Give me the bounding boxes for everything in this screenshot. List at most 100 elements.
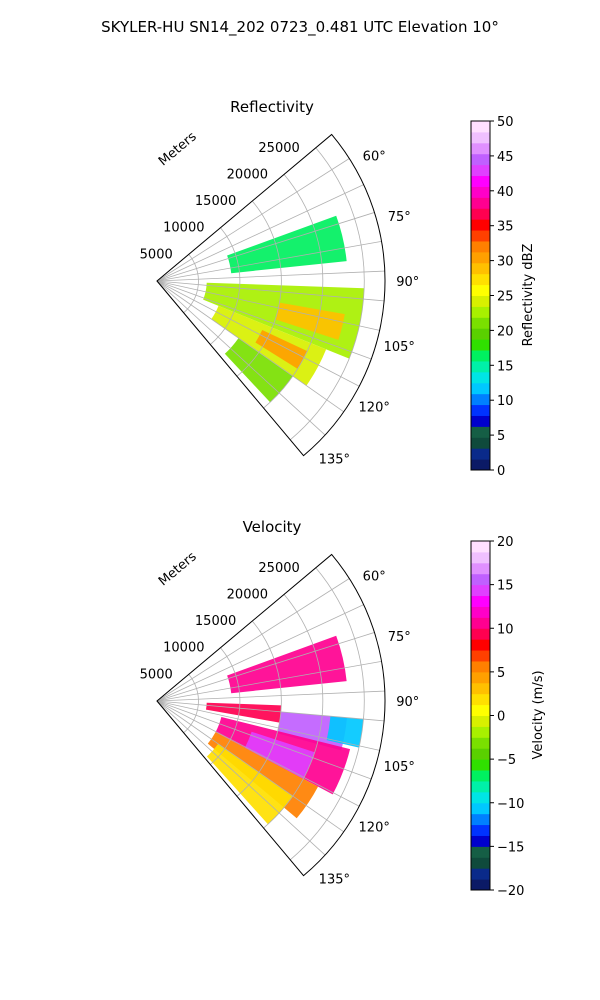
reflectivity-angle-tick-label: 60°: [363, 150, 386, 165]
velocity-colorbar-segment: [471, 551, 490, 564]
velocity-angle-gridline: [156, 604, 364, 702]
reflectivity-colorbar-tick-label: 0: [497, 464, 505, 479]
reflectivity-colorbar-segment: [471, 175, 490, 187]
velocity-colorbar-segment: [471, 857, 490, 869]
velocity-angle-tick-label: 60°: [363, 570, 386, 585]
velocity-colorbar-tick-label: 15: [497, 579, 514, 594]
velocity-colorbar-segment: [471, 584, 490, 597]
reflectivity-colorbar-segment: [471, 230, 490, 242]
velocity-angle-gridline: [156, 700, 326, 856]
reflectivity-colorbar-segment: [471, 339, 490, 351]
velocity-range-ring: [289, 567, 365, 861]
velocity-title: Velocity: [243, 518, 302, 536]
velocity-angle-tick-label: 75°: [388, 630, 411, 645]
reflectivity-angle-gridline: [156, 158, 350, 282]
velocity-radial-tick-label: 25000: [258, 561, 299, 576]
reflectivity-colorbar-tick-label: 5: [497, 429, 505, 444]
reflectivity-colorbar-segment: [471, 382, 490, 395]
velocity-angle-tick-label: 135°: [319, 872, 350, 887]
reflectivity-colorbar-segment: [471, 121, 490, 133]
reflectivity-colorbar-tick-label: 50: [497, 115, 514, 130]
velocity-radial-tick-label: 10000: [163, 641, 204, 656]
reflectivity-colorbar-label: Reflectivity dBZ: [521, 244, 536, 347]
velocity-polar-grid: [156, 553, 386, 877]
velocity-colorbar-tick-label: −20: [497, 884, 524, 899]
velocity-colorbar-segment: [471, 704, 490, 716]
velocity-colorbar-segment: [471, 573, 490, 586]
velocity-colorbar-segment: [471, 650, 490, 662]
reflectivity-polar-grid: [156, 133, 386, 457]
velocity-angle-gridline: [156, 661, 382, 702]
reflectivity-angle-gridline: [156, 280, 385, 302]
velocity-angle-gridline: [156, 700, 344, 833]
reflectivity-colorbar-segment: [471, 328, 490, 340]
reflectivity-colorbar-segment: [471, 317, 490, 329]
reflectivity-radial-tick-label: 10000: [163, 221, 204, 236]
velocity-radial-tick-label: 15000: [195, 614, 236, 629]
reflectivity-angle-gridline: [156, 280, 326, 436]
velocity-colorbar-segment: [471, 737, 490, 749]
velocity-range-ring: [236, 620, 282, 797]
reflectivity-radial-tick-label: 25000: [258, 141, 299, 156]
reflectivity-angle-gridline: [156, 241, 382, 282]
reflectivity-panel: Reflectivity 5000 10000 15000 20000 25000 60°…: [140, 98, 536, 479]
reflectivity-echo-region: [275, 302, 345, 340]
velocity-echo-region: [205, 702, 282, 723]
reflectivity-echo-field: [203, 215, 365, 403]
reflectivity-colorbar-segment: [471, 262, 490, 275]
velocity-panel: Velocity 5000 10000 15000 20000 25000 60° 75° 9…: [140, 518, 546, 899]
velocity-angle-gridline: [156, 700, 380, 751]
velocity-range-ring: [263, 594, 324, 829]
velocity-colorbar-segment: [471, 791, 490, 804]
velocity-colorbar-segment: [471, 628, 490, 640]
velocity-echo-region: [326, 716, 364, 748]
velocity-colorbar-segment: [471, 868, 490, 880]
reflectivity-colorbar-segment: [471, 284, 490, 296]
velocity-angle-gridline: [156, 700, 372, 780]
velocity-colorbar-segment: [471, 606, 490, 618]
velocity-colorbar-segment: [471, 879, 490, 891]
reflectivity-colorbar-tick-label: 15: [497, 359, 514, 374]
velocity-colorbar-segment: [471, 780, 490, 793]
velocity-colorbar-segment: [471, 759, 490, 771]
reflectivity-colorbar-segment: [471, 197, 490, 209]
velocity-echo-region: [227, 635, 347, 694]
velocity-radial-tick-label: 20000: [227, 587, 268, 602]
velocity-colorbar-segment: [471, 693, 490, 706]
velocity-angle-gridline: [156, 690, 385, 702]
velocity-radial-label: Meters: [156, 549, 200, 589]
velocity-colorbar-segment: [471, 824, 490, 836]
reflectivity-colorbar-segment: [471, 142, 490, 155]
reflectivity-angle-tick-label: 90°: [396, 275, 419, 290]
velocity-angle-gridline: [156, 632, 375, 702]
reflectivity-colorbar-tick-label: 30: [497, 255, 514, 270]
velocity-colorbar-segment: [471, 813, 490, 826]
figure-title: SKYLER-HU SN14_202 0723_0.481 UTC Elevat…: [101, 18, 499, 37]
reflectivity-title: Reflectivity: [230, 98, 314, 116]
reflectivity-angle-tick-label: 120°: [359, 400, 390, 415]
velocity-range-ring: [183, 674, 199, 734]
reflectivity-angle-gridline: [156, 184, 364, 282]
reflectivity-colorbar-tick-label: 35: [497, 220, 514, 235]
velocity-axis-labels: 5000 10000 15000 20000 25000 60° 75° 90° 105° 120…: [140, 561, 420, 888]
reflectivity-range-ring: [289, 147, 365, 441]
reflectivity-colorbar-segment: [471, 306, 490, 318]
reflectivity-angle-gridline: [156, 270, 385, 282]
velocity-colorbar-tick-label: −5: [497, 753, 516, 768]
velocity-radial-tick-label: 5000: [140, 667, 173, 682]
reflectivity-colorbar: 0 5 10 15 20 25 30 35 40 45 50: [470, 115, 514, 479]
velocity-colorbar-segment: [471, 726, 490, 738]
velocity-colorbar-label: Velocity (m/s): [531, 670, 546, 759]
velocity-colorbar-segment: [471, 671, 490, 684]
reflectivity-colorbar-tick-label: 25: [497, 290, 514, 305]
velocity-range-ring: [210, 647, 241, 765]
reflectivity-colorbar-segment: [471, 164, 490, 177]
velocity-colorbar-segment: [471, 802, 490, 815]
velocity-colorbar-segment: [471, 595, 490, 607]
reflectivity-radial-tick-label: 5000: [140, 247, 173, 262]
velocity-colorbar-tick-label: −15: [497, 840, 524, 855]
reflectivity-colorbar-tick-label: 40: [497, 185, 514, 200]
velocity-colorbar-segment: [471, 682, 490, 695]
reflectivity-colorbar-segment: [471, 295, 490, 307]
